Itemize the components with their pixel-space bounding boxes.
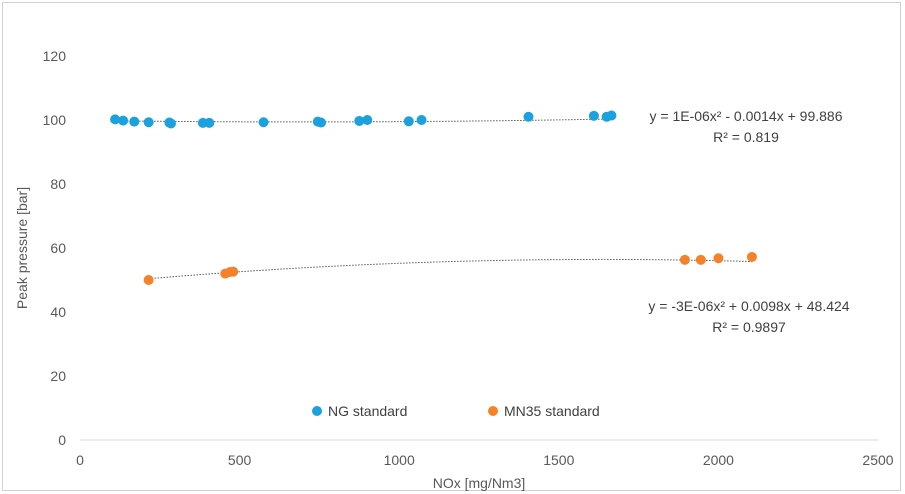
data-point-ng [588, 110, 599, 121]
x-tick-label: 2500 [862, 452, 893, 468]
data-point-mn35 [679, 254, 690, 265]
x-axis-title: NOx [mg/Nm3] [433, 475, 526, 491]
y-tick-label: 0 [58, 432, 66, 448]
data-point-ng [118, 115, 129, 126]
y-tick-label: 100 [43, 112, 67, 128]
data-point-ng [403, 116, 414, 127]
data-point-mn35 [713, 253, 724, 264]
legend-marker-ng [312, 406, 322, 416]
data-point-mn35 [143, 275, 154, 285]
data-point-ng [110, 114, 121, 125]
y-axis-title: Peak pressure [bar] [14, 187, 30, 309]
trendline-equation-ng: y = 1E-06x² - 0.0014x + 99.886 [649, 108, 842, 124]
x-tick-label: 0 [76, 452, 84, 468]
legend: NG standard MN35 standard [312, 403, 600, 419]
x-tick-label: 2000 [703, 452, 734, 468]
data-point-ng [315, 117, 326, 128]
data-point-ng [362, 115, 373, 125]
y-tick-labels: 0 20 40 60 80 100 120 [43, 48, 67, 448]
data-point-mn35 [695, 254, 706, 265]
data-point-ng [204, 117, 215, 128]
data-point-mn35 [746, 251, 757, 262]
data-point-ng [129, 116, 140, 127]
y-tick-label: 120 [43, 48, 67, 64]
x-tick-label: 500 [228, 452, 252, 468]
data-point-mn35 [228, 266, 239, 277]
data-point-ng [416, 115, 427, 125]
trendline-equation-mn35: y = -3E-06x² + 0.0098x + 48.424 [648, 298, 849, 314]
legend-label-ng: NG standard [328, 403, 407, 419]
x-tick-label: 1000 [384, 452, 415, 468]
trendlines [115, 118, 752, 280]
data-point-ng [165, 118, 176, 129]
legend-label-mn35: MN35 standard [504, 403, 600, 419]
trendline-r2-mn35: R² = 0.9897 [712, 319, 786, 335]
trendline-r2-ng: R² = 0.819 [713, 129, 779, 145]
trendline-mn35 [148, 258, 752, 280]
data-point-ng [143, 117, 154, 128]
data-point-ng [258, 117, 269, 128]
legend-marker-mn35 [488, 406, 498, 416]
x-tick-label: 1500 [543, 452, 574, 468]
data-point-ng [523, 111, 534, 122]
x-tick-labels: 0 500 1000 1500 2000 2500 [76, 452, 894, 468]
y-tick-label: 40 [50, 304, 66, 320]
y-tick-label: 20 [50, 368, 66, 384]
y-tick-label: 60 [50, 240, 66, 256]
data-point-ng [354, 115, 365, 126]
y-tick-label: 80 [50, 176, 66, 192]
data-points [110, 110, 757, 285]
data-point-ng [606, 110, 617, 121]
